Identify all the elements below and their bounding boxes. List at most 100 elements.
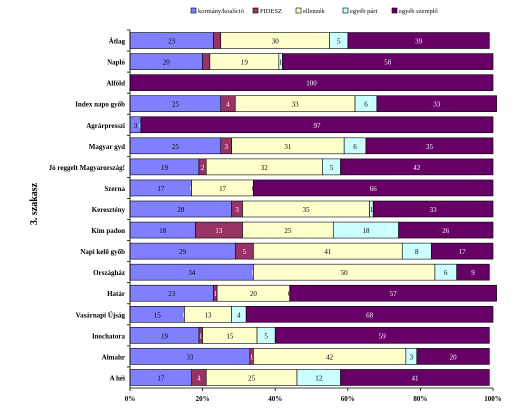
data-label: 57 — [390, 290, 398, 298]
legend-swatch — [295, 7, 302, 14]
data-label: 41 — [324, 248, 332, 256]
data-label: 100 — [306, 80, 317, 88]
bar-segment — [416, 348, 490, 365]
data-label: 19 — [161, 164, 169, 172]
data-label: 3 — [224, 143, 228, 151]
bar-segment — [456, 263, 490, 281]
bar-segment — [398, 221, 494, 239]
legend-swatch — [342, 7, 349, 14]
y-tick-label: Átlag — [109, 38, 126, 46]
bar-segment — [340, 158, 494, 176]
data-label: 6 — [444, 269, 448, 277]
y-tick-label: Napi kelő győb — [80, 248, 125, 256]
x-tick-label: 80% — [413, 395, 427, 403]
data-label: 3 — [134, 122, 138, 130]
y-tick-label: Agrárpresszi — [86, 122, 125, 130]
data-label: 42 — [326, 353, 334, 361]
data-label: 26 — [442, 227, 450, 235]
bar-segment — [289, 284, 497, 302]
legend-swatch — [252, 7, 259, 14]
data-label: 9 — [471, 269, 475, 277]
y-axis-title: 3. szakasz — [29, 182, 40, 225]
bar-segment — [372, 200, 494, 218]
legend-swatch — [190, 7, 197, 14]
data-label: 1 — [250, 353, 254, 361]
data-label: 25 — [172, 101, 180, 109]
legend-entry: FIDESZ — [260, 8, 282, 15]
legend-swatch — [391, 7, 398, 14]
data-label: 68 — [366, 311, 374, 319]
y-tick-label: Index napo győb — [75, 101, 125, 109]
data-label: 8 — [415, 248, 419, 256]
x-tick-label: 0% — [125, 395, 136, 403]
data-label: 59 — [379, 332, 387, 340]
data-label: 34 — [188, 269, 196, 277]
legend-entry: egyéb párt — [350, 8, 377, 15]
data-label: 35 — [303, 206, 311, 214]
data-label: 4 — [226, 101, 230, 109]
data-label: 19 — [161, 332, 169, 340]
data-label: 6 — [364, 101, 368, 109]
data-label: 3 — [410, 353, 414, 361]
bar-segment — [282, 53, 494, 70]
bar-segment — [340, 369, 490, 386]
data-label: 66 — [370, 185, 378, 193]
y-tick-label: Kim padon — [91, 227, 125, 235]
data-label: 33 — [430, 206, 438, 214]
data-label: 13 — [205, 311, 213, 319]
data-label: 20 — [450, 353, 458, 361]
legend-entry: ellenzék — [303, 8, 325, 15]
x-tick-label: 100% — [484, 395, 502, 403]
data-label: 41 — [411, 374, 419, 382]
y-tick-label: Magyar gyd — [89, 143, 125, 151]
data-label: 15 — [154, 311, 162, 319]
x-axis: 0% 20% 40% 60% 80% 100% — [125, 387, 502, 403]
data-label: 5 — [264, 332, 268, 340]
data-label: 58 — [384, 59, 392, 67]
y-tick-label: Almahr — [102, 353, 125, 361]
data-label: 18 — [362, 227, 370, 235]
data-label: 13 — [215, 227, 223, 235]
data-label: 1 — [279, 59, 283, 67]
data-label: 33 — [433, 101, 441, 109]
data-label: 17 — [157, 374, 165, 382]
data-label: 28 — [177, 206, 185, 214]
data-label: 33 — [186, 353, 194, 361]
bar-segment — [253, 179, 494, 197]
data-label: 19 — [241, 59, 249, 67]
bar-segment — [140, 116, 494, 134]
data-label: 20 — [250, 290, 258, 298]
y-tick-label: Alföld — [106, 80, 125, 88]
data-label: 1 — [370, 206, 374, 214]
data-label: 23 — [168, 290, 176, 298]
data-label: 23 — [168, 38, 176, 46]
bar-segment — [202, 53, 211, 70]
data-label: 15 — [226, 332, 234, 340]
data-label: 1 — [199, 332, 203, 340]
y-tick-label: A héi — [110, 374, 125, 382]
bar-segment — [274, 327, 490, 344]
legend: kormány/koalíció FIDESZ ellenzék egyéb párt… — [190, 7, 438, 15]
data-label: 6 — [353, 143, 357, 151]
data-label: 5 — [337, 38, 341, 46]
data-label: 2 — [201, 164, 205, 172]
data-label: 35 — [426, 143, 434, 151]
y-tick-label: Napló — [107, 59, 125, 67]
bar-segment — [245, 305, 494, 323]
x-tick-label: 20% — [196, 395, 210, 403]
data-label: 1 — [214, 290, 218, 298]
x-tick-label: 60% — [341, 395, 355, 403]
data-label: 39 — [415, 38, 423, 46]
data-label: 50 — [341, 269, 349, 277]
data-label: 33 — [292, 101, 300, 109]
bar-segment — [365, 137, 494, 155]
data-label: 30 — [272, 38, 280, 46]
data-label: 17 — [459, 248, 467, 256]
data-label: 29 — [179, 248, 187, 256]
data-label: 25 — [248, 374, 256, 382]
data-label: 18 — [159, 227, 167, 235]
data-label: 12 — [315, 374, 323, 382]
data-label: 32 — [261, 164, 269, 172]
y-tick-label: Inochatora — [92, 332, 126, 340]
